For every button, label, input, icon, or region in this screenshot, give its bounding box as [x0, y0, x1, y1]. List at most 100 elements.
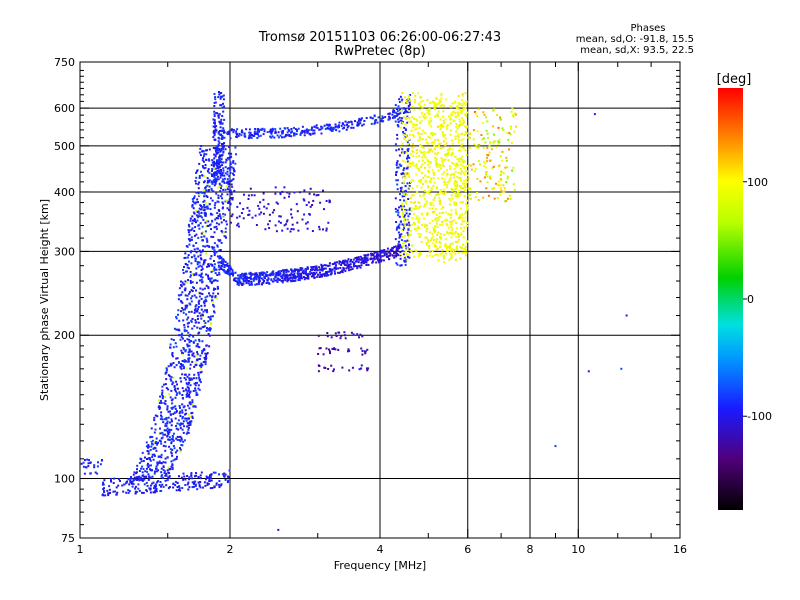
echo-point — [432, 199, 435, 201]
echo-point — [290, 213, 293, 216]
echo-point — [162, 433, 165, 436]
echo-point — [403, 215, 406, 218]
echo-point — [467, 177, 470, 180]
echo-point — [181, 351, 184, 354]
echo-point — [93, 464, 96, 467]
echo-point — [166, 427, 169, 430]
echo-point — [170, 465, 173, 468]
echo-point — [174, 407, 177, 410]
echo-point — [202, 263, 205, 266]
echo-point — [219, 126, 222, 129]
echo-point — [395, 171, 398, 174]
echo-point — [284, 135, 287, 138]
echo-point — [296, 221, 299, 224]
echo-point — [177, 309, 180, 312]
echo-point — [181, 417, 184, 420]
echo-point — [431, 100, 434, 103]
echo-point — [156, 443, 159, 446]
echo-point — [426, 111, 429, 114]
echo-point — [334, 332, 337, 335]
echo-point — [407, 111, 410, 114]
echo-point — [400, 101, 403, 104]
echo-point — [429, 203, 432, 206]
echo-point — [433, 210, 436, 213]
echo-point — [352, 333, 355, 336]
echo-point — [301, 125, 304, 128]
echo-point — [134, 478, 137, 481]
echo-point — [402, 228, 405, 231]
echo-point — [204, 358, 207, 361]
echo-point — [235, 136, 238, 139]
echo-point — [150, 464, 152, 467]
echo-point — [376, 253, 379, 256]
echo-point — [198, 212, 201, 215]
echo-point — [477, 108, 480, 111]
echo-point — [222, 178, 224, 181]
echo-point — [483, 137, 485, 140]
echo-point — [212, 471, 215, 474]
echo-point — [192, 244, 195, 247]
echo-point — [281, 281, 284, 284]
echo-point — [393, 111, 396, 114]
echo-point — [179, 410, 182, 413]
echo-point — [258, 279, 261, 282]
echo-point — [151, 482, 154, 485]
y-tick-label: 100 — [54, 473, 75, 486]
echo-point — [396, 249, 399, 252]
echo-point — [478, 144, 481, 147]
echo-point — [308, 213, 311, 215]
echo-point — [217, 131, 220, 134]
echo-point — [229, 163, 232, 166]
echo-point — [433, 227, 436, 230]
echo-point — [175, 489, 178, 492]
echo-point — [511, 107, 514, 110]
echo-point — [493, 197, 496, 200]
echo-point — [330, 336, 333, 339]
echo-point — [189, 275, 192, 278]
echo-point — [274, 131, 277, 134]
echo-point — [469, 187, 472, 190]
echo-point — [185, 432, 188, 435]
echo-point — [436, 162, 438, 165]
echo-point — [409, 234, 412, 236]
echo-point — [198, 292, 201, 295]
echo-point — [310, 272, 313, 275]
echo-point — [199, 354, 202, 357]
echo-point — [269, 274, 272, 277]
echo-point — [256, 137, 259, 139]
echo-point — [335, 268, 338, 270]
echo-point — [252, 134, 255, 137]
echo-point — [437, 163, 440, 166]
echo-point — [184, 388, 187, 391]
echo-point — [462, 107, 465, 110]
echo-point — [426, 191, 428, 194]
echo-point — [187, 351, 190, 354]
echo-point — [207, 320, 210, 323]
echo-point — [228, 266, 231, 268]
echo-point — [382, 116, 385, 119]
echo-point — [430, 201, 433, 204]
echo-point — [183, 365, 185, 368]
echo-point — [197, 224, 200, 227]
echo-point — [347, 267, 350, 270]
echo-point — [327, 270, 330, 273]
echo-point — [188, 407, 191, 410]
echo-point — [200, 272, 203, 275]
echo-point — [421, 213, 424, 216]
echo-point — [454, 138, 457, 140]
echo-point — [328, 264, 331, 267]
echo-point — [459, 172, 462, 175]
echo-point — [493, 108, 496, 111]
echo-point — [399, 95, 402, 98]
echo-point — [510, 142, 513, 144]
echo-point — [232, 167, 235, 170]
echo-point — [191, 219, 194, 222]
echo-point — [188, 292, 191, 295]
echo-point — [222, 167, 225, 170]
echo-point — [339, 267, 342, 269]
echo-point — [433, 181, 436, 184]
echo-point — [324, 267, 327, 270]
echo-point — [217, 186, 220, 189]
echo-point — [236, 277, 239, 280]
echo-point — [340, 334, 343, 337]
